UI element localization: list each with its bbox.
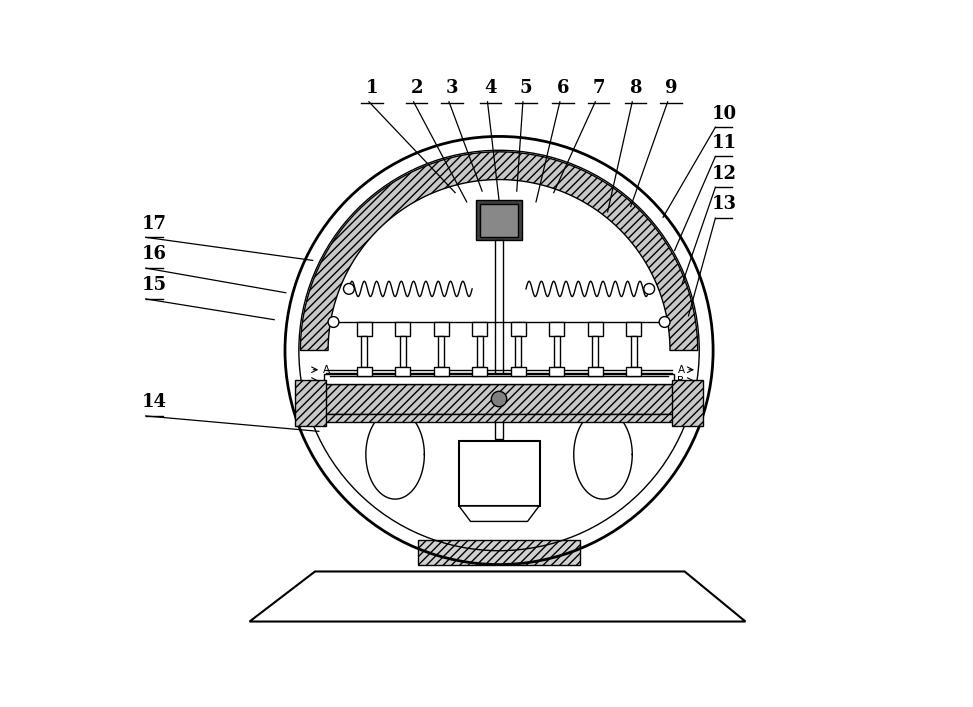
Text: 1: 1 <box>366 79 378 97</box>
Polygon shape <box>356 322 372 336</box>
Text: 3: 3 <box>446 79 458 97</box>
Text: 17: 17 <box>142 215 166 233</box>
Circle shape <box>343 284 354 294</box>
Polygon shape <box>549 367 564 376</box>
Polygon shape <box>631 336 637 367</box>
Polygon shape <box>472 367 487 376</box>
Polygon shape <box>395 367 411 376</box>
Circle shape <box>491 391 507 407</box>
Circle shape <box>328 317 339 327</box>
Text: 14: 14 <box>142 393 166 411</box>
Text: 5: 5 <box>520 79 532 97</box>
Polygon shape <box>511 322 526 336</box>
Polygon shape <box>459 440 540 506</box>
Polygon shape <box>511 367 526 376</box>
Text: B: B <box>677 375 685 385</box>
Polygon shape <box>400 336 406 367</box>
Text: 9: 9 <box>665 79 677 97</box>
Text: 2: 2 <box>411 79 423 97</box>
Polygon shape <box>476 200 523 240</box>
Polygon shape <box>395 322 411 336</box>
Text: 13: 13 <box>711 195 737 214</box>
Polygon shape <box>672 380 703 426</box>
Polygon shape <box>356 367 372 376</box>
Polygon shape <box>516 336 522 367</box>
Circle shape <box>660 317 670 327</box>
Text: 6: 6 <box>557 79 569 97</box>
Circle shape <box>644 284 655 294</box>
Polygon shape <box>301 152 698 351</box>
Text: 16: 16 <box>142 245 166 264</box>
Polygon shape <box>588 367 603 376</box>
Polygon shape <box>459 506 539 522</box>
Text: 12: 12 <box>711 165 737 182</box>
Polygon shape <box>318 384 680 414</box>
Text: 7: 7 <box>593 79 604 97</box>
Text: B: B <box>323 375 330 385</box>
Text: A: A <box>677 365 685 375</box>
Polygon shape <box>434 367 449 376</box>
Text: A: A <box>323 365 330 375</box>
Polygon shape <box>626 367 641 376</box>
Polygon shape <box>472 322 487 336</box>
Polygon shape <box>593 336 598 367</box>
Polygon shape <box>418 540 580 565</box>
Text: 8: 8 <box>630 79 641 97</box>
Polygon shape <box>626 322 641 336</box>
Polygon shape <box>361 336 368 367</box>
Text: 4: 4 <box>485 79 497 97</box>
Polygon shape <box>495 240 503 439</box>
Text: 10: 10 <box>711 105 737 122</box>
Polygon shape <box>554 336 559 367</box>
Polygon shape <box>438 336 445 367</box>
Polygon shape <box>480 204 519 237</box>
Polygon shape <box>477 336 483 367</box>
Text: 11: 11 <box>711 134 737 152</box>
Polygon shape <box>434 322 449 336</box>
Polygon shape <box>249 571 745 621</box>
Polygon shape <box>295 380 326 426</box>
Polygon shape <box>324 375 674 384</box>
Polygon shape <box>308 414 689 422</box>
Text: 15: 15 <box>141 276 166 294</box>
Polygon shape <box>549 322 564 336</box>
Polygon shape <box>588 322 603 336</box>
